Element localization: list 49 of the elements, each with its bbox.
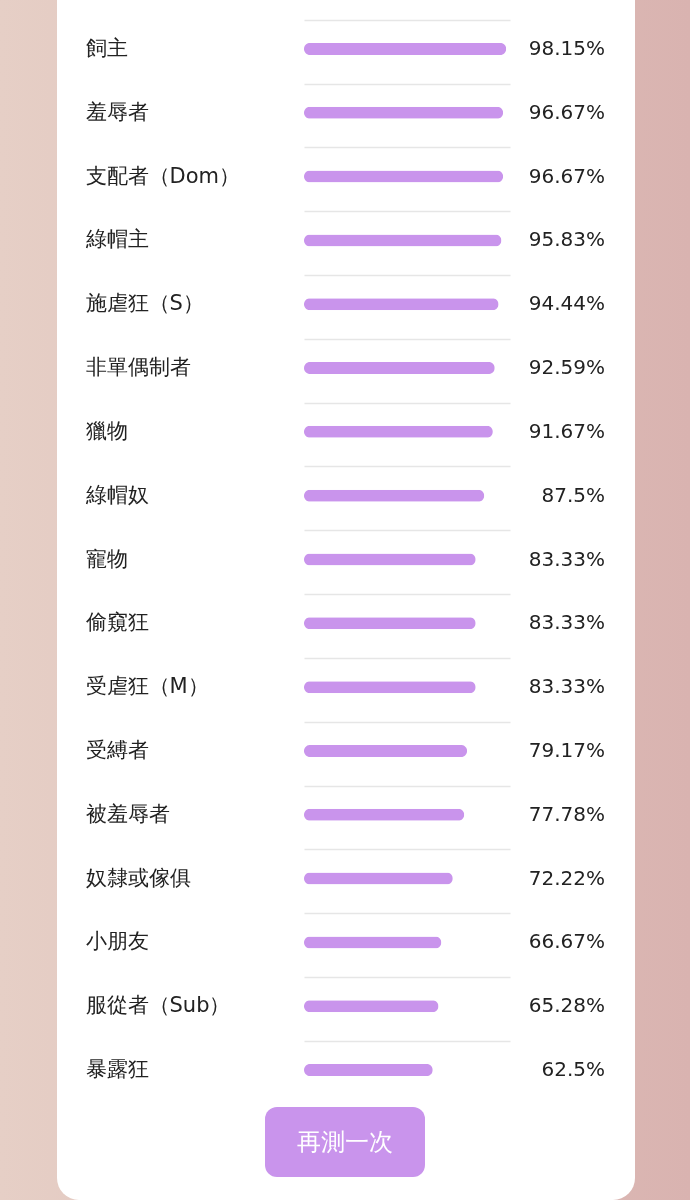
data-label: 83.33%	[528, 546, 605, 571]
y-tick-label: 綠帽奴	[84, 482, 149, 507]
y-tick-label: 被羞辱者	[85, 801, 170, 826]
data-label: 96.67%	[528, 163, 605, 188]
bar	[304, 681, 476, 694]
y-tick-label: 非單偶制者	[85, 355, 191, 380]
data-label: 87.5%	[541, 482, 605, 507]
y-tick-label: 奴隸或傢俱	[85, 865, 191, 890]
bar	[304, 234, 502, 247]
y-tick-label: 羞辱者	[85, 99, 149, 124]
bar	[304, 1064, 433, 1077]
bar	[304, 170, 504, 183]
text: 再測一次	[265, 1107, 425, 1177]
y-tick-label: 支配者（Dom）	[85, 163, 240, 188]
y-tick-label: 小朋友	[85, 929, 149, 954]
bar	[304, 106, 504, 119]
data-label: 91.67%	[528, 418, 605, 443]
bar	[304, 553, 476, 566]
y-tick-label: 獵物	[85, 418, 128, 443]
bar	[304, 744, 468, 757]
bar	[304, 489, 485, 502]
data-label: 72.22%	[528, 865, 605, 890]
y-tick-label: 寵物	[85, 546, 128, 571]
data-label: 65.28%	[528, 993, 605, 1018]
data-label: 92.59%	[528, 355, 605, 380]
bar	[304, 808, 465, 821]
y-tick-label: 受虐狂（M）	[85, 674, 209, 699]
data-label: 83.33%	[528, 610, 605, 635]
bar	[304, 298, 499, 311]
y-tick-label: 施虐狂（S）	[85, 291, 204, 316]
y-tick-label: 綠帽主	[84, 227, 149, 252]
bar	[304, 362, 495, 375]
y-tick-label: 暴露狂	[85, 1057, 149, 1082]
bar	[304, 42, 507, 55]
data-label: 94.44%	[528, 291, 605, 316]
y-tick-label: 偷窺狂	[85, 610, 149, 635]
data-label: 95.83%	[528, 227, 605, 252]
bar	[304, 425, 493, 438]
y-tick-label: 服從者（Sub）	[85, 993, 231, 1018]
data-label: 98.15%	[528, 35, 605, 60]
data-label: 96.67%	[528, 99, 605, 124]
data-label: 77.78%	[528, 801, 605, 826]
y-tick-label: 飼主	[85, 35, 128, 60]
data-label: 79.17%	[528, 737, 605, 762]
y-tick-label: 受縛者	[85, 737, 149, 762]
data-label: 83.33%	[528, 674, 605, 699]
data-label: 66.67%	[528, 929, 605, 954]
bar	[304, 617, 476, 630]
data-label: 62.5%	[541, 1057, 605, 1082]
